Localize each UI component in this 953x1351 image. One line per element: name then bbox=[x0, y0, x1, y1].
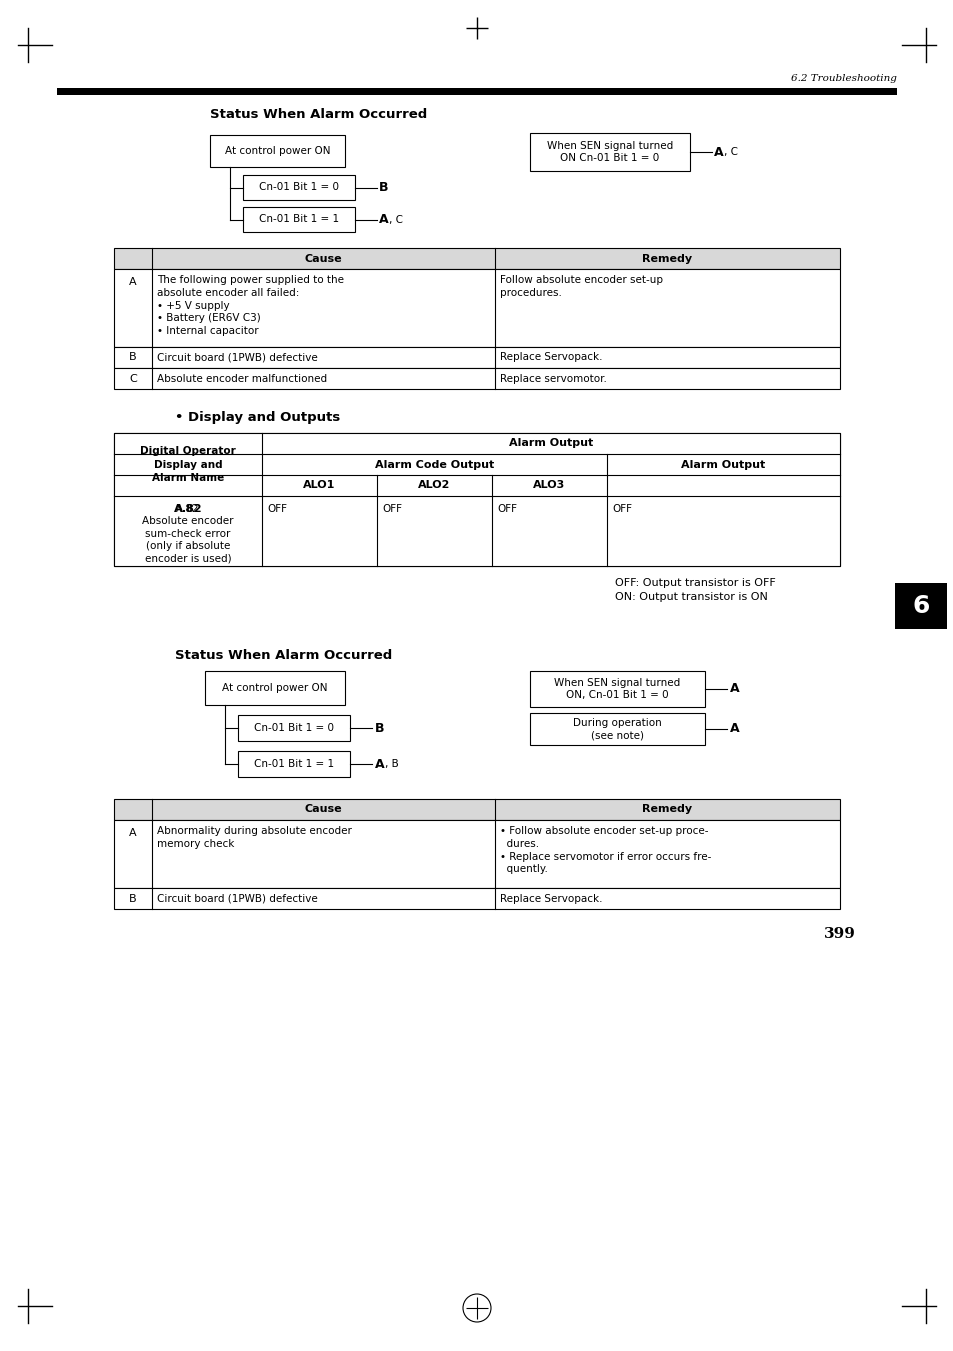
Text: Cause: Cause bbox=[304, 804, 342, 815]
Text: Replace Servopack.: Replace Servopack. bbox=[499, 353, 602, 362]
Text: Alarm Output: Alarm Output bbox=[508, 439, 593, 449]
Text: , C: , C bbox=[389, 215, 402, 224]
Text: Cn-01 Bit 1 = 0: Cn-01 Bit 1 = 0 bbox=[258, 182, 338, 192]
Text: OFF: OFF bbox=[267, 504, 287, 513]
Text: At control power ON: At control power ON bbox=[222, 684, 328, 693]
Text: Cn-01 Bit 1 = 1: Cn-01 Bit 1 = 1 bbox=[258, 215, 338, 224]
Text: Circuit board (1PWB) defective: Circuit board (1PWB) defective bbox=[157, 353, 317, 362]
Text: Remedy: Remedy bbox=[641, 804, 692, 815]
Bar bbox=[205, 671, 345, 705]
Text: ALO2: ALO2 bbox=[417, 481, 450, 490]
Text: Alarm Output: Alarm Output bbox=[680, 459, 765, 470]
Text: Replace Servopack.: Replace Servopack. bbox=[499, 893, 602, 904]
Text: A: A bbox=[729, 723, 739, 735]
Bar bbox=[113, 454, 840, 476]
Bar bbox=[530, 671, 704, 707]
Text: 399: 399 bbox=[823, 927, 855, 942]
Text: B: B bbox=[129, 353, 136, 362]
Text: Circuit board (1PWB) defective: Circuit board (1PWB) defective bbox=[157, 893, 317, 904]
Bar bbox=[113, 367, 840, 389]
Bar bbox=[113, 820, 840, 888]
Bar bbox=[243, 176, 355, 200]
Text: B: B bbox=[375, 721, 384, 735]
Bar bbox=[894, 584, 946, 630]
Text: Status When Alarm Occurred: Status When Alarm Occurred bbox=[174, 648, 392, 662]
Bar bbox=[113, 888, 840, 909]
Text: OFF: OFF bbox=[381, 504, 401, 513]
Text: Absolute encoder malfunctioned: Absolute encoder malfunctioned bbox=[157, 373, 327, 384]
Text: • Follow absolute encoder set-up proce-
  dures.
• Replace servomotor if error o: • Follow absolute encoder set-up proce- … bbox=[499, 825, 711, 874]
Text: Digital Operator
Display and
Alarm Name: Digital Operator Display and Alarm Name bbox=[140, 446, 235, 482]
Text: Remedy: Remedy bbox=[641, 254, 692, 263]
Text: 6.2 Troubleshooting: 6.2 Troubleshooting bbox=[790, 74, 896, 82]
Bar bbox=[57, 88, 896, 95]
Text: Follow absolute encoder set-up
procedures.: Follow absolute encoder set-up procedure… bbox=[499, 276, 662, 297]
Bar bbox=[113, 798, 840, 820]
Text: C: C bbox=[129, 373, 136, 384]
Bar bbox=[113, 434, 840, 454]
Text: Cn-01 Bit 1 = 0: Cn-01 Bit 1 = 0 bbox=[253, 723, 334, 734]
Text: , C: , C bbox=[723, 147, 738, 157]
Text: A: A bbox=[729, 682, 739, 696]
Text: A: A bbox=[713, 146, 723, 158]
Text: B: B bbox=[378, 181, 388, 195]
Text: OFF: OFF bbox=[497, 504, 517, 513]
Text: , B: , B bbox=[385, 759, 398, 769]
Text: B: B bbox=[129, 893, 136, 904]
Text: OFF: OFF bbox=[612, 504, 631, 513]
Text: Abnormality during absolute encoder
memory check: Abnormality during absolute encoder memo… bbox=[157, 825, 352, 848]
Text: A: A bbox=[129, 277, 136, 286]
Bar bbox=[530, 713, 704, 744]
Text: When SEN signal turned
ON, Cn-01 Bit 1 = 0: When SEN signal turned ON, Cn-01 Bit 1 =… bbox=[554, 678, 679, 700]
Text: Status When Alarm Occurred: Status When Alarm Occurred bbox=[210, 108, 427, 122]
Text: A.82
Absolute encoder
sum-check error
(only if absolute
encoder is used): A.82 Absolute encoder sum-check error (o… bbox=[142, 504, 233, 563]
Text: Cn-01 Bit 1 = 1: Cn-01 Bit 1 = 1 bbox=[253, 759, 334, 769]
Text: Alarm Code Output: Alarm Code Output bbox=[375, 459, 494, 470]
Text: A: A bbox=[375, 758, 384, 770]
Bar bbox=[113, 269, 840, 347]
Bar bbox=[113, 476, 840, 496]
Bar bbox=[113, 434, 840, 566]
Text: A: A bbox=[129, 828, 136, 838]
Text: ALO1: ALO1 bbox=[303, 481, 335, 490]
Text: ALO3: ALO3 bbox=[533, 481, 565, 490]
Text: At control power ON: At control power ON bbox=[225, 146, 330, 155]
Bar bbox=[530, 132, 689, 172]
Text: Replace servomotor.: Replace servomotor. bbox=[499, 373, 606, 384]
Bar bbox=[113, 347, 840, 367]
Text: • Display and Outputs: • Display and Outputs bbox=[174, 411, 340, 424]
Bar bbox=[237, 715, 350, 740]
Text: A: A bbox=[378, 213, 388, 226]
Text: 6: 6 bbox=[911, 594, 929, 617]
Text: The following power supplied to the
absolute encoder all failed:
• +5 V supply
•: The following power supplied to the abso… bbox=[157, 276, 344, 336]
Text: A.82: A.82 bbox=[173, 504, 202, 513]
Bar bbox=[243, 207, 355, 232]
Bar bbox=[113, 249, 840, 269]
Text: Cause: Cause bbox=[304, 254, 342, 263]
Text: OFF: Output transistor is OFF
ON: Output transistor is ON: OFF: Output transistor is OFF ON: Output… bbox=[615, 578, 775, 603]
Bar bbox=[210, 135, 345, 168]
Text: During operation
(see note): During operation (see note) bbox=[573, 717, 661, 740]
Text: When SEN signal turned
ON Cn-01 Bit 1 = 0: When SEN signal turned ON Cn-01 Bit 1 = … bbox=[546, 141, 673, 163]
Bar bbox=[237, 751, 350, 777]
Bar bbox=[113, 496, 840, 566]
